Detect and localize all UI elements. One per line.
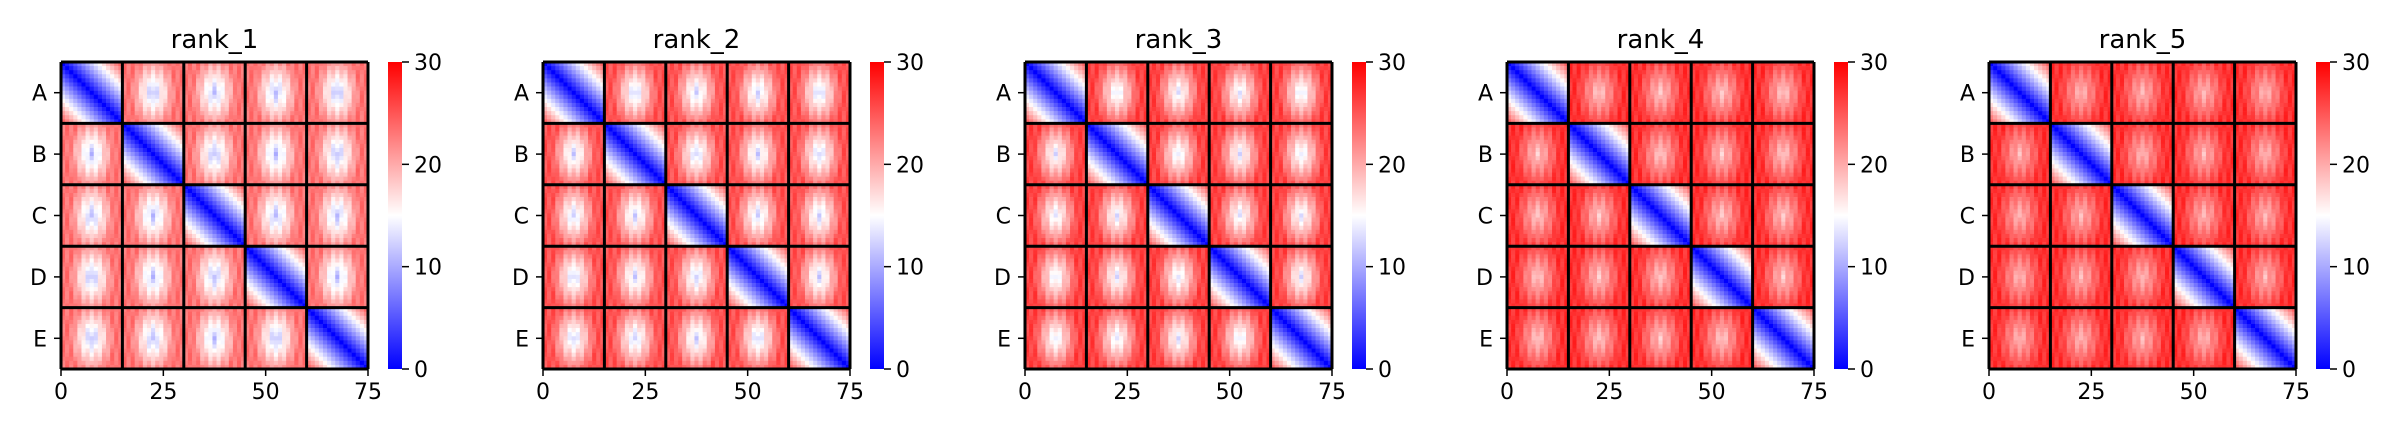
colorbar-tick-label: 0 (2342, 358, 2356, 383)
colorbar: 0 10 20 30 (388, 51, 442, 383)
x-tick-label: 75 (1800, 380, 1828, 405)
x-tick-label: 50 (252, 380, 280, 405)
x-tick-label: 25 (1595, 380, 1623, 405)
heatmap-panel-2: rank_2 0 25 50 75 A B C D E 0 10 20 30 (512, 25, 924, 405)
heatmap-cells (543, 62, 851, 370)
x-tick-label: 25 (149, 380, 177, 405)
x-tick-label: 50 (734, 380, 762, 405)
colorbar-tick-label: 10 (1860, 256, 1888, 281)
y-tick-label: B (32, 143, 47, 168)
x-tick-label: 0 (1018, 380, 1032, 405)
y-tick-label: E (1479, 327, 1493, 352)
colorbar-gradient (870, 62, 884, 369)
colorbar: 0 10 20 30 (1834, 51, 1888, 383)
y-tick-label: A (514, 82, 529, 107)
y-tick-label: A (1960, 82, 1975, 107)
colorbar-tick-label: 20 (2342, 153, 2370, 178)
x-tick-label: 50 (1216, 380, 1244, 405)
y-tick-label: D (1476, 266, 1493, 291)
heatmap-cells (1507, 62, 1815, 370)
x-tick-label: 25 (631, 380, 659, 405)
colorbar-tick-label: 20 (896, 153, 924, 178)
colorbar-tick-label: 30 (896, 51, 924, 76)
x-tick-label: 75 (1318, 380, 1346, 405)
y-tick-label: C (996, 205, 1011, 230)
x-tick-label: 0 (1500, 380, 1514, 405)
colorbar-gradient (388, 62, 402, 369)
y-tick-label: E (997, 327, 1011, 352)
colorbar-tick-label: 0 (1860, 358, 1874, 383)
heatmap-cells (1989, 62, 2297, 370)
panel-title: rank_1 (171, 25, 259, 55)
panel-title: rank_5 (2099, 25, 2187, 55)
x-tick-label: 50 (2180, 380, 2208, 405)
y-tick-label: C (1960, 205, 1975, 230)
x-tick-label: 0 (1982, 380, 1996, 405)
x-tick-label: 75 (2282, 380, 2310, 405)
x-tick-label: 50 (1698, 380, 1726, 405)
colorbar-tick-label: 20 (414, 153, 442, 178)
colorbar: 0 10 20 30 (2316, 51, 2370, 383)
heatmap-panel-5: rank_5 0 25 50 75 A B C D E 0 10 20 30 (1958, 25, 2370, 405)
x-tick-label: 0 (54, 380, 68, 405)
colorbar-tick-label: 0 (414, 358, 428, 383)
colorbar-tick-label: 30 (1860, 51, 1888, 76)
colorbar-tick-label: 20 (1860, 153, 1888, 178)
y-tick-label: C (514, 205, 529, 230)
y-tick-label: B (996, 143, 1011, 168)
heatmap-panel-3: rank_3 0 25 50 75 A B C D E 0 10 20 30 (994, 25, 1406, 405)
y-tick-label: A (1478, 82, 1493, 107)
colorbar-tick-label: 10 (2342, 256, 2370, 281)
y-tick-label: B (1960, 143, 1975, 168)
x-tick-label: 25 (1113, 380, 1141, 405)
y-tick-label: C (32, 205, 47, 230)
y-tick-label: E (515, 327, 529, 352)
colorbar-tick-label: 10 (896, 256, 924, 281)
colorbar-tick-label: 10 (414, 256, 442, 281)
y-tick-label: D (1958, 266, 1975, 291)
y-tick-label: D (994, 266, 1011, 291)
y-tick-label: D (512, 266, 529, 291)
y-tick-label: C (1478, 205, 1493, 230)
colorbar: 0 10 20 30 (1352, 51, 1406, 383)
colorbar-tick-label: 10 (1378, 256, 1406, 281)
x-tick-label: 0 (536, 380, 550, 405)
x-tick-label: 25 (2077, 380, 2105, 405)
heatmap-cells (1025, 62, 1333, 370)
colorbar-gradient (1834, 62, 1848, 369)
panel-title: rank_2 (653, 25, 741, 55)
x-tick-label: 75 (354, 380, 382, 405)
heatmap-panel-1: rank_1 0 25 50 75 A B C D E 0 10 20 30 (30, 25, 442, 405)
y-tick-label: A (32, 82, 47, 107)
colorbar: 0 10 20 30 (870, 51, 924, 383)
colorbar-gradient (1352, 62, 1366, 369)
y-tick-label: A (996, 82, 1011, 107)
y-tick-label: E (1961, 327, 1975, 352)
colorbar-tick-label: 30 (2342, 51, 2370, 76)
colorbar-tick-label: 0 (1378, 358, 1392, 383)
colorbar-gradient (2316, 62, 2330, 369)
y-tick-label: B (514, 143, 529, 168)
colorbar-tick-label: 30 (1378, 51, 1406, 76)
colorbar-tick-label: 0 (896, 358, 910, 383)
colorbar-tick-label: 30 (414, 51, 442, 76)
heatmap-cells (61, 62, 369, 370)
colorbar-tick-label: 20 (1378, 153, 1406, 178)
y-tick-label: E (33, 327, 47, 352)
heatmap-panel-4: rank_4 0 25 50 75 A B C D E 0 10 20 30 (1476, 25, 1888, 405)
panel-title: rank_3 (1135, 25, 1223, 55)
y-tick-label: D (30, 266, 47, 291)
panel-title: rank_4 (1617, 25, 1705, 55)
x-tick-label: 75 (836, 380, 864, 405)
y-tick-label: B (1478, 143, 1493, 168)
